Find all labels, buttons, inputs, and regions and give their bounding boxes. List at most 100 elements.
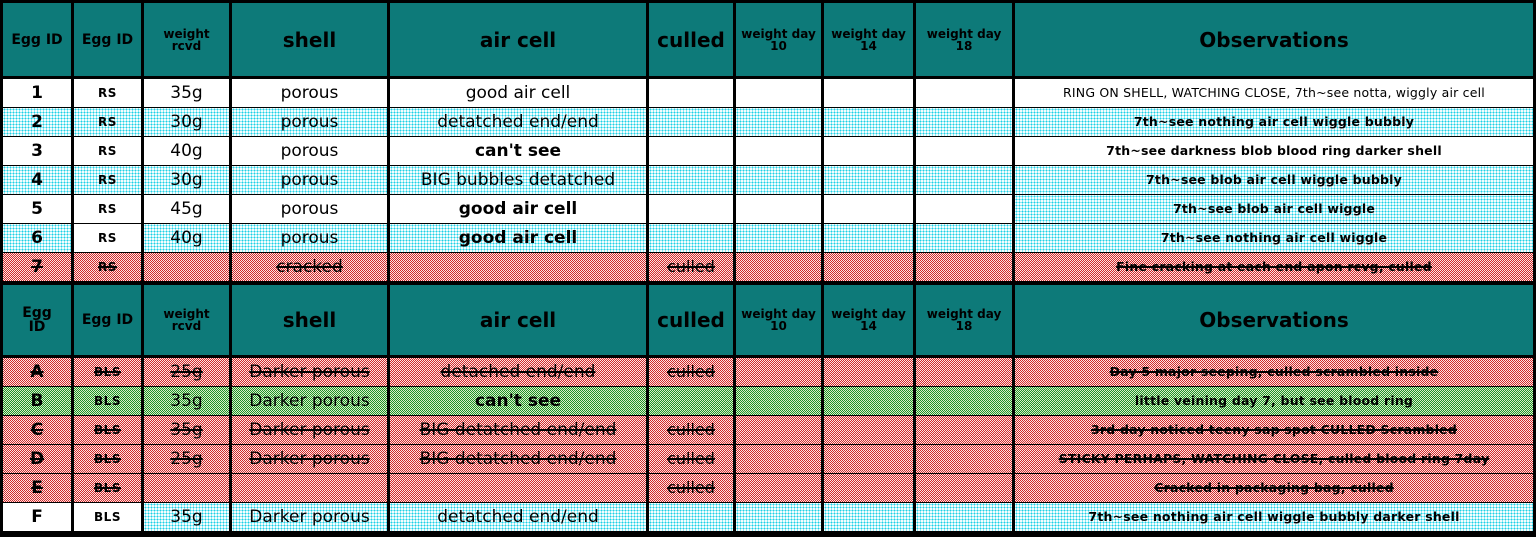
- cell-weight-day-18[interactable]: [916, 503, 1012, 531]
- cell-air-cell[interactable]: good air cell: [390, 195, 646, 223]
- cell-weight-rcvd[interactable]: 25g: [144, 358, 229, 386]
- cell-shell[interactable]: Darker porous: [232, 445, 387, 473]
- cell-shell[interactable]: porous: [232, 79, 387, 107]
- cell-egg-id-code[interactable]: BLS: [74, 445, 141, 473]
- cell-observations[interactable]: STICKY PERHAPS, WATCHING CLOSE, culled b…: [1015, 445, 1533, 473]
- cell-shell[interactable]: porous: [232, 166, 387, 194]
- cell-air-cell[interactable]: [390, 253, 646, 281]
- cell-egg-id-code[interactable]: BLS: [74, 503, 141, 531]
- cell-weight-day-14[interactable]: [824, 166, 913, 194]
- cell-weight-rcvd[interactable]: [144, 253, 229, 281]
- cell-egg-id[interactable]: 5: [3, 195, 71, 223]
- cell-shell[interactable]: Darker porous: [232, 503, 387, 531]
- cell-culled[interactable]: culled: [649, 253, 733, 281]
- cell-observations[interactable]: 7th~see blob air cell wiggle bubbly: [1015, 166, 1533, 194]
- cell-weight-day-14[interactable]: [824, 79, 913, 107]
- cell-weight-day-10[interactable]: [736, 416, 821, 444]
- cell-weight-day-10[interactable]: [736, 195, 821, 223]
- cell-observations[interactable]: Day 5 major seeping, culled scrambled in…: [1015, 358, 1533, 386]
- cell-culled[interactable]: [649, 387, 733, 415]
- cell-weight-day-14[interactable]: [824, 224, 913, 252]
- cell-culled[interactable]: [649, 79, 733, 107]
- cell-weight-rcvd[interactable]: 40g: [144, 137, 229, 165]
- cell-observations[interactable]: 3rd day noticed teeny sap spot CULLED Sc…: [1015, 416, 1533, 444]
- cell-weight-day-10[interactable]: [736, 108, 821, 136]
- cell-weight-day-10[interactable]: [736, 503, 821, 531]
- cell-egg-id[interactable]: 2: [3, 108, 71, 136]
- cell-weight-day-18[interactable]: [916, 253, 1012, 281]
- cell-shell[interactable]: Darker porous: [232, 387, 387, 415]
- cell-weight-day-14[interactable]: [824, 108, 913, 136]
- cell-observations[interactable]: 7th~see nothing air cell wiggle bubbly d…: [1015, 503, 1533, 531]
- cell-weight-day-10[interactable]: [736, 387, 821, 415]
- cell-weight-rcvd[interactable]: [144, 474, 229, 502]
- cell-culled[interactable]: [649, 503, 733, 531]
- cell-shell[interactable]: porous: [232, 224, 387, 252]
- cell-observations[interactable]: Cracked in packaging bag, culled: [1015, 474, 1533, 502]
- cell-observations[interactable]: Fine cracking at each end apon rcvg, cul…: [1015, 253, 1533, 281]
- header-cell-culled[interactable]: culled: [649, 3, 733, 76]
- cell-egg-id-code[interactable]: RS: [74, 79, 141, 107]
- cell-egg-id[interactable]: E: [3, 474, 71, 502]
- cell-shell[interactable]: porous: [232, 137, 387, 165]
- cell-weight-rcvd[interactable]: 25g: [144, 445, 229, 473]
- header-cell-weight-rcvd[interactable]: weight rcvd: [144, 285, 229, 355]
- cell-weight-day-10[interactable]: [736, 137, 821, 165]
- cell-weight-day-18[interactable]: [916, 137, 1012, 165]
- cell-weight-day-18[interactable]: [916, 108, 1012, 136]
- header-cell-egg-id-code[interactable]: Egg ID: [74, 3, 141, 76]
- cell-weight-rcvd[interactable]: 30g: [144, 108, 229, 136]
- cell-weight-day-18[interactable]: [916, 387, 1012, 415]
- cell-air-cell[interactable]: good air cell: [390, 224, 646, 252]
- cell-culled[interactable]: culled: [649, 445, 733, 473]
- header-cell-weight-rcvd[interactable]: weight rcvd: [144, 3, 229, 76]
- cell-weight-rcvd[interactable]: 35g: [144, 79, 229, 107]
- cell-weight-rcvd[interactable]: 40g: [144, 224, 229, 252]
- cell-egg-id-code[interactable]: RS: [74, 137, 141, 165]
- cell-shell[interactable]: cracked: [232, 253, 387, 281]
- cell-egg-id[interactable]: 3: [3, 137, 71, 165]
- cell-weight-rcvd[interactable]: 30g: [144, 166, 229, 194]
- cell-shell[interactable]: porous: [232, 195, 387, 223]
- header-cell-egg-id[interactable]: Egg ID: [3, 3, 71, 76]
- cell-weight-day-10[interactable]: [736, 224, 821, 252]
- cell-weight-day-18[interactable]: [916, 358, 1012, 386]
- cell-egg-id[interactable]: C: [3, 416, 71, 444]
- header-cell-observations[interactable]: Observations: [1015, 3, 1533, 76]
- cell-weight-day-14[interactable]: [824, 195, 913, 223]
- cell-egg-id[interactable]: 1: [3, 79, 71, 107]
- cell-weight-rcvd[interactable]: 35g: [144, 416, 229, 444]
- cell-weight-day-18[interactable]: [916, 416, 1012, 444]
- cell-weight-day-18[interactable]: [916, 166, 1012, 194]
- cell-weight-day-14[interactable]: [824, 387, 913, 415]
- cell-egg-id[interactable]: F: [3, 503, 71, 531]
- cell-culled[interactable]: culled: [649, 358, 733, 386]
- cell-air-cell[interactable]: BIG bubbles detatched: [390, 166, 646, 194]
- cell-weight-day-10[interactable]: [736, 445, 821, 473]
- header-cell-weight-day-10[interactable]: weight day 10: [736, 285, 821, 355]
- header-cell-air-cell[interactable]: air cell: [390, 285, 646, 355]
- header-cell-egg-id[interactable]: Egg ID: [3, 285, 71, 355]
- cell-culled[interactable]: [649, 166, 733, 194]
- cell-weight-day-18[interactable]: [916, 224, 1012, 252]
- cell-air-cell[interactable]: BIG detatched end/end: [390, 445, 646, 473]
- cell-air-cell[interactable]: BIG detatched end/end: [390, 416, 646, 444]
- cell-shell[interactable]: Darker porous: [232, 358, 387, 386]
- cell-weight-rcvd[interactable]: 45g: [144, 195, 229, 223]
- cell-egg-id-code[interactable]: RS: [74, 195, 141, 223]
- cell-weight-rcvd[interactable]: 35g: [144, 387, 229, 415]
- cell-weight-day-14[interactable]: [824, 137, 913, 165]
- cell-weight-day-10[interactable]: [736, 253, 821, 281]
- cell-observations[interactable]: 7th~see blob air cell wiggle: [1015, 195, 1533, 223]
- cell-egg-id[interactable]: B: [3, 387, 71, 415]
- header-cell-weight-day-14[interactable]: weight day 14: [824, 3, 913, 76]
- cell-weight-day-10[interactable]: [736, 474, 821, 502]
- cell-egg-id-code[interactable]: BLS: [74, 387, 141, 415]
- cell-egg-id[interactable]: A: [3, 358, 71, 386]
- cell-weight-day-14[interactable]: [824, 253, 913, 281]
- cell-shell[interactable]: porous: [232, 108, 387, 136]
- cell-culled[interactable]: [649, 108, 733, 136]
- cell-weight-day-14[interactable]: [824, 474, 913, 502]
- cell-weight-day-14[interactable]: [824, 503, 913, 531]
- cell-egg-id-code[interactable]: BLS: [74, 416, 141, 444]
